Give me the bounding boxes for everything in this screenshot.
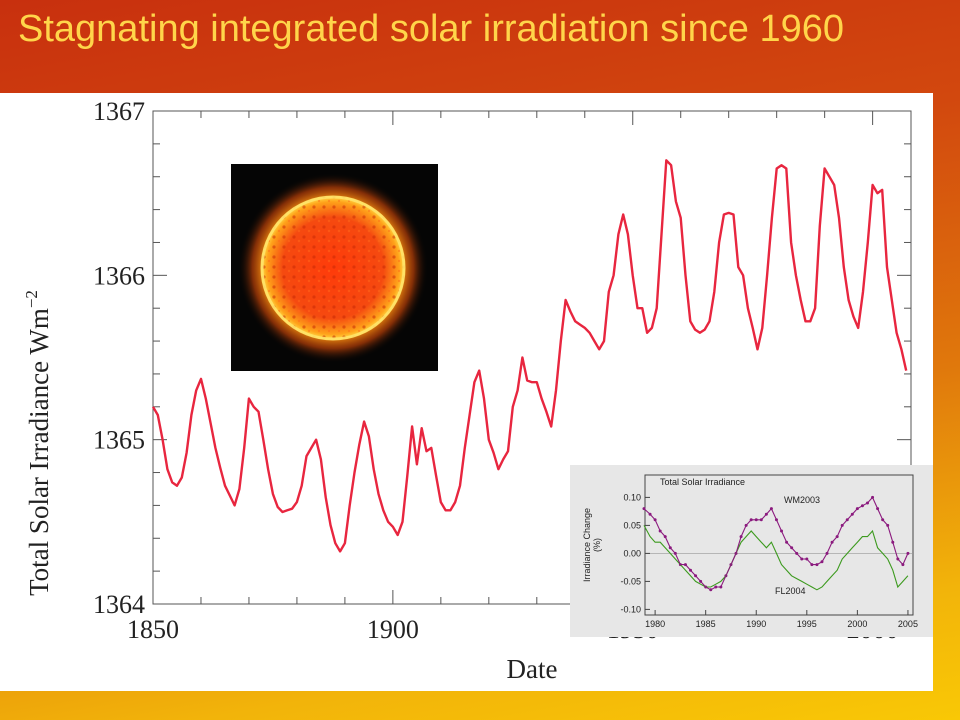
y-tick-label: 1364 — [93, 590, 145, 619]
inset-legend-wm2003: WM2003 — [784, 495, 820, 505]
x-tick-label: 1850 — [127, 615, 179, 644]
inset-chart-panel: 1980 1985 1990 1995 2000 2005 0.10 0.05 0.00 -0.0… — [570, 465, 933, 637]
inset-x-tick-label: 2000 — [847, 619, 867, 629]
inset-series-fl2004 — [643, 525, 909, 591]
inset-irradiance-change-chart: 1980 1985 1990 1995 2000 2005 0.10 0.05 0.00 -0.0… — [582, 474, 918, 629]
inset-axis-tick-labels: 1980 1985 1990 1995 2000 2005 0.10 0.05 0.00 -0.0… — [620, 492, 917, 629]
inset-x-tick-label: 1990 — [746, 619, 766, 629]
inset-y-tick-label: -0.10 — [620, 604, 641, 614]
irradiance-series-line — [151, 159, 908, 553]
inset-y-axis-label: Irradiance Change(%) — [582, 508, 602, 582]
inset-legend-fl2004: FL2004 — [775, 586, 806, 596]
inset-y-tick-label: 0.05 — [623, 520, 641, 530]
inset-x-tick-label: 2005 — [898, 619, 918, 629]
main-chart-panel: 18501900195020001364136513661367 Date To… — [0, 93, 933, 691]
inset-y-tick-label: 0.00 — [623, 548, 641, 558]
y-axis-label: Total Solar Irradiance Wm−2 — [22, 290, 54, 596]
inset-x-tick-label: 1980 — [645, 619, 665, 629]
inset-axis-ticks — [642, 495, 910, 615]
y-tick-label: 1366 — [93, 261, 145, 290]
inset-x-tick-label: 1995 — [797, 619, 817, 629]
inset-y-tick-label: 0.10 — [623, 492, 641, 502]
slide-title: Stagnating integrated solar irradiation … — [18, 8, 844, 50]
sun-photo-icon — [231, 164, 438, 371]
inset-y-tick-label: -0.05 — [620, 576, 641, 586]
y-tick-label: 1365 — [93, 426, 145, 455]
plot-frame — [152, 110, 912, 605]
y-tick-label: 1367 — [93, 97, 145, 126]
inset-plot-frame — [644, 474, 914, 616]
sun-photo — [231, 164, 438, 371]
inset-x-tick-label: 1985 — [696, 619, 716, 629]
x-axis-label: Date — [507, 654, 558, 684]
inset-chart-title: Total Solar Irradiance — [660, 477, 745, 487]
x-tick-label: 1900 — [367, 615, 419, 644]
inset-series-wm2003 — [643, 496, 909, 591]
